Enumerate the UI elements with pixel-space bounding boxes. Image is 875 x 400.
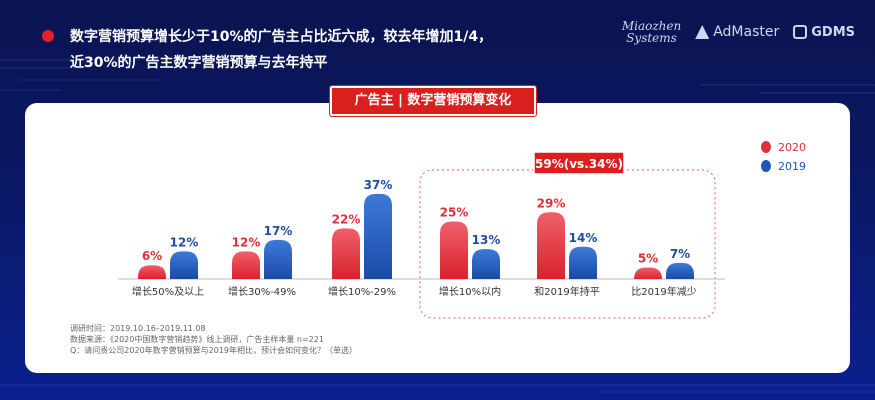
bar-2020-4 (537, 212, 565, 279)
admaster-logo: AdMaster (695, 24, 779, 40)
headline-line2: 近30%的广告主数字营销预算与去年持平 (70, 55, 328, 71)
category-label-5: 比2019年减少 (631, 285, 696, 298)
chart-title: 广告主 | 数字营销预算变化 (329, 85, 537, 117)
data-label-2020-3: 25% (440, 206, 469, 220)
bar-2019-1 (264, 239, 292, 279)
category-label-4: 和2019年持平 (534, 285, 599, 298)
data-label-2020-4: 29% (537, 196, 566, 210)
data-label-2019-1: 17% (264, 224, 293, 238)
data-label-2019-2: 37% (364, 178, 393, 192)
data-label-2020-1: 12% (232, 235, 261, 249)
bar-2019-4 (569, 246, 597, 279)
callout-label: 59%(vs.34%) (535, 157, 623, 171)
chart-card (25, 103, 850, 373)
category-label-2: 增长10%-29% (328, 285, 396, 298)
admaster-logo-text: AdMaster (713, 24, 780, 40)
bar-2020-0 (138, 265, 166, 279)
bar-2019-2 (364, 193, 392, 279)
bar-2020-2 (332, 228, 360, 279)
miaozhen-logo: Miaozhen Systems (622, 20, 681, 44)
data-label-2019-4: 14% (569, 231, 598, 245)
category-label-1: 增长30%-49% (228, 285, 296, 298)
bar-2019-3 (472, 249, 500, 279)
miaozhen-logo-text-2: Systems (626, 31, 677, 45)
footnote-data-source: 数据来源：《2020中国数字营销趋势》线上调研，广告主样本量 n=221 (70, 335, 324, 344)
footnote-survey-time: 调研时间：2019.10.16–2019.11.08 (70, 324, 206, 333)
headline-line1: 数字营销预算增长少于10%的广告主占比近六成，较去年增加1/4， (70, 29, 493, 45)
legend-label-2019: 2019 (778, 160, 806, 173)
callout-box (533, 151, 625, 175)
category-label-0: 增长50%及以上 (132, 285, 204, 298)
footnote-question: Q：请问贵公司2020年数字营销预算与2019年相比，预计会如何变化？（单选） (70, 346, 358, 355)
miaozhen-logo-text-1: Miaozhen (621, 19, 682, 33)
data-label-2019-3: 13% (472, 233, 501, 247)
bar-2020-3 (440, 221, 468, 279)
headline: 数字营销预算增长少于10%的广告主占比近六成，较去年增加1/4， 近30%的广告… (40, 24, 492, 76)
gdms-logo: GDMS (793, 25, 855, 40)
logo-bar: Miaozhen Systems AdMaster GDMS (622, 20, 855, 44)
footnotes: 调研时间：2019.10.16–2019.11.08 数据来源：《2020中国数… (70, 323, 357, 356)
bar-2019-0 (170, 251, 198, 279)
data-label-2020-5: 5% (638, 252, 658, 266)
bar-2020-5 (634, 267, 662, 280)
bar-2019-5 (666, 262, 694, 279)
legend-label-2020: 2020 (778, 141, 806, 154)
data-label-2020-2: 22% (332, 212, 361, 226)
data-label-2019-5: 7% (670, 247, 690, 261)
data-label-2020-0: 6% (142, 249, 162, 263)
legend-marker-2019 (761, 160, 771, 172)
legend-marker-2020 (761, 141, 771, 153)
gdms-logo-text: GDMS (811, 24, 855, 40)
category-label-3: 增长10%以内 (439, 285, 501, 298)
data-label-2019-0: 12% (170, 235, 199, 249)
bar-2020-1 (232, 251, 260, 279)
bullet-dot-icon (42, 30, 54, 42)
gdms-mark-icon (793, 25, 808, 39)
